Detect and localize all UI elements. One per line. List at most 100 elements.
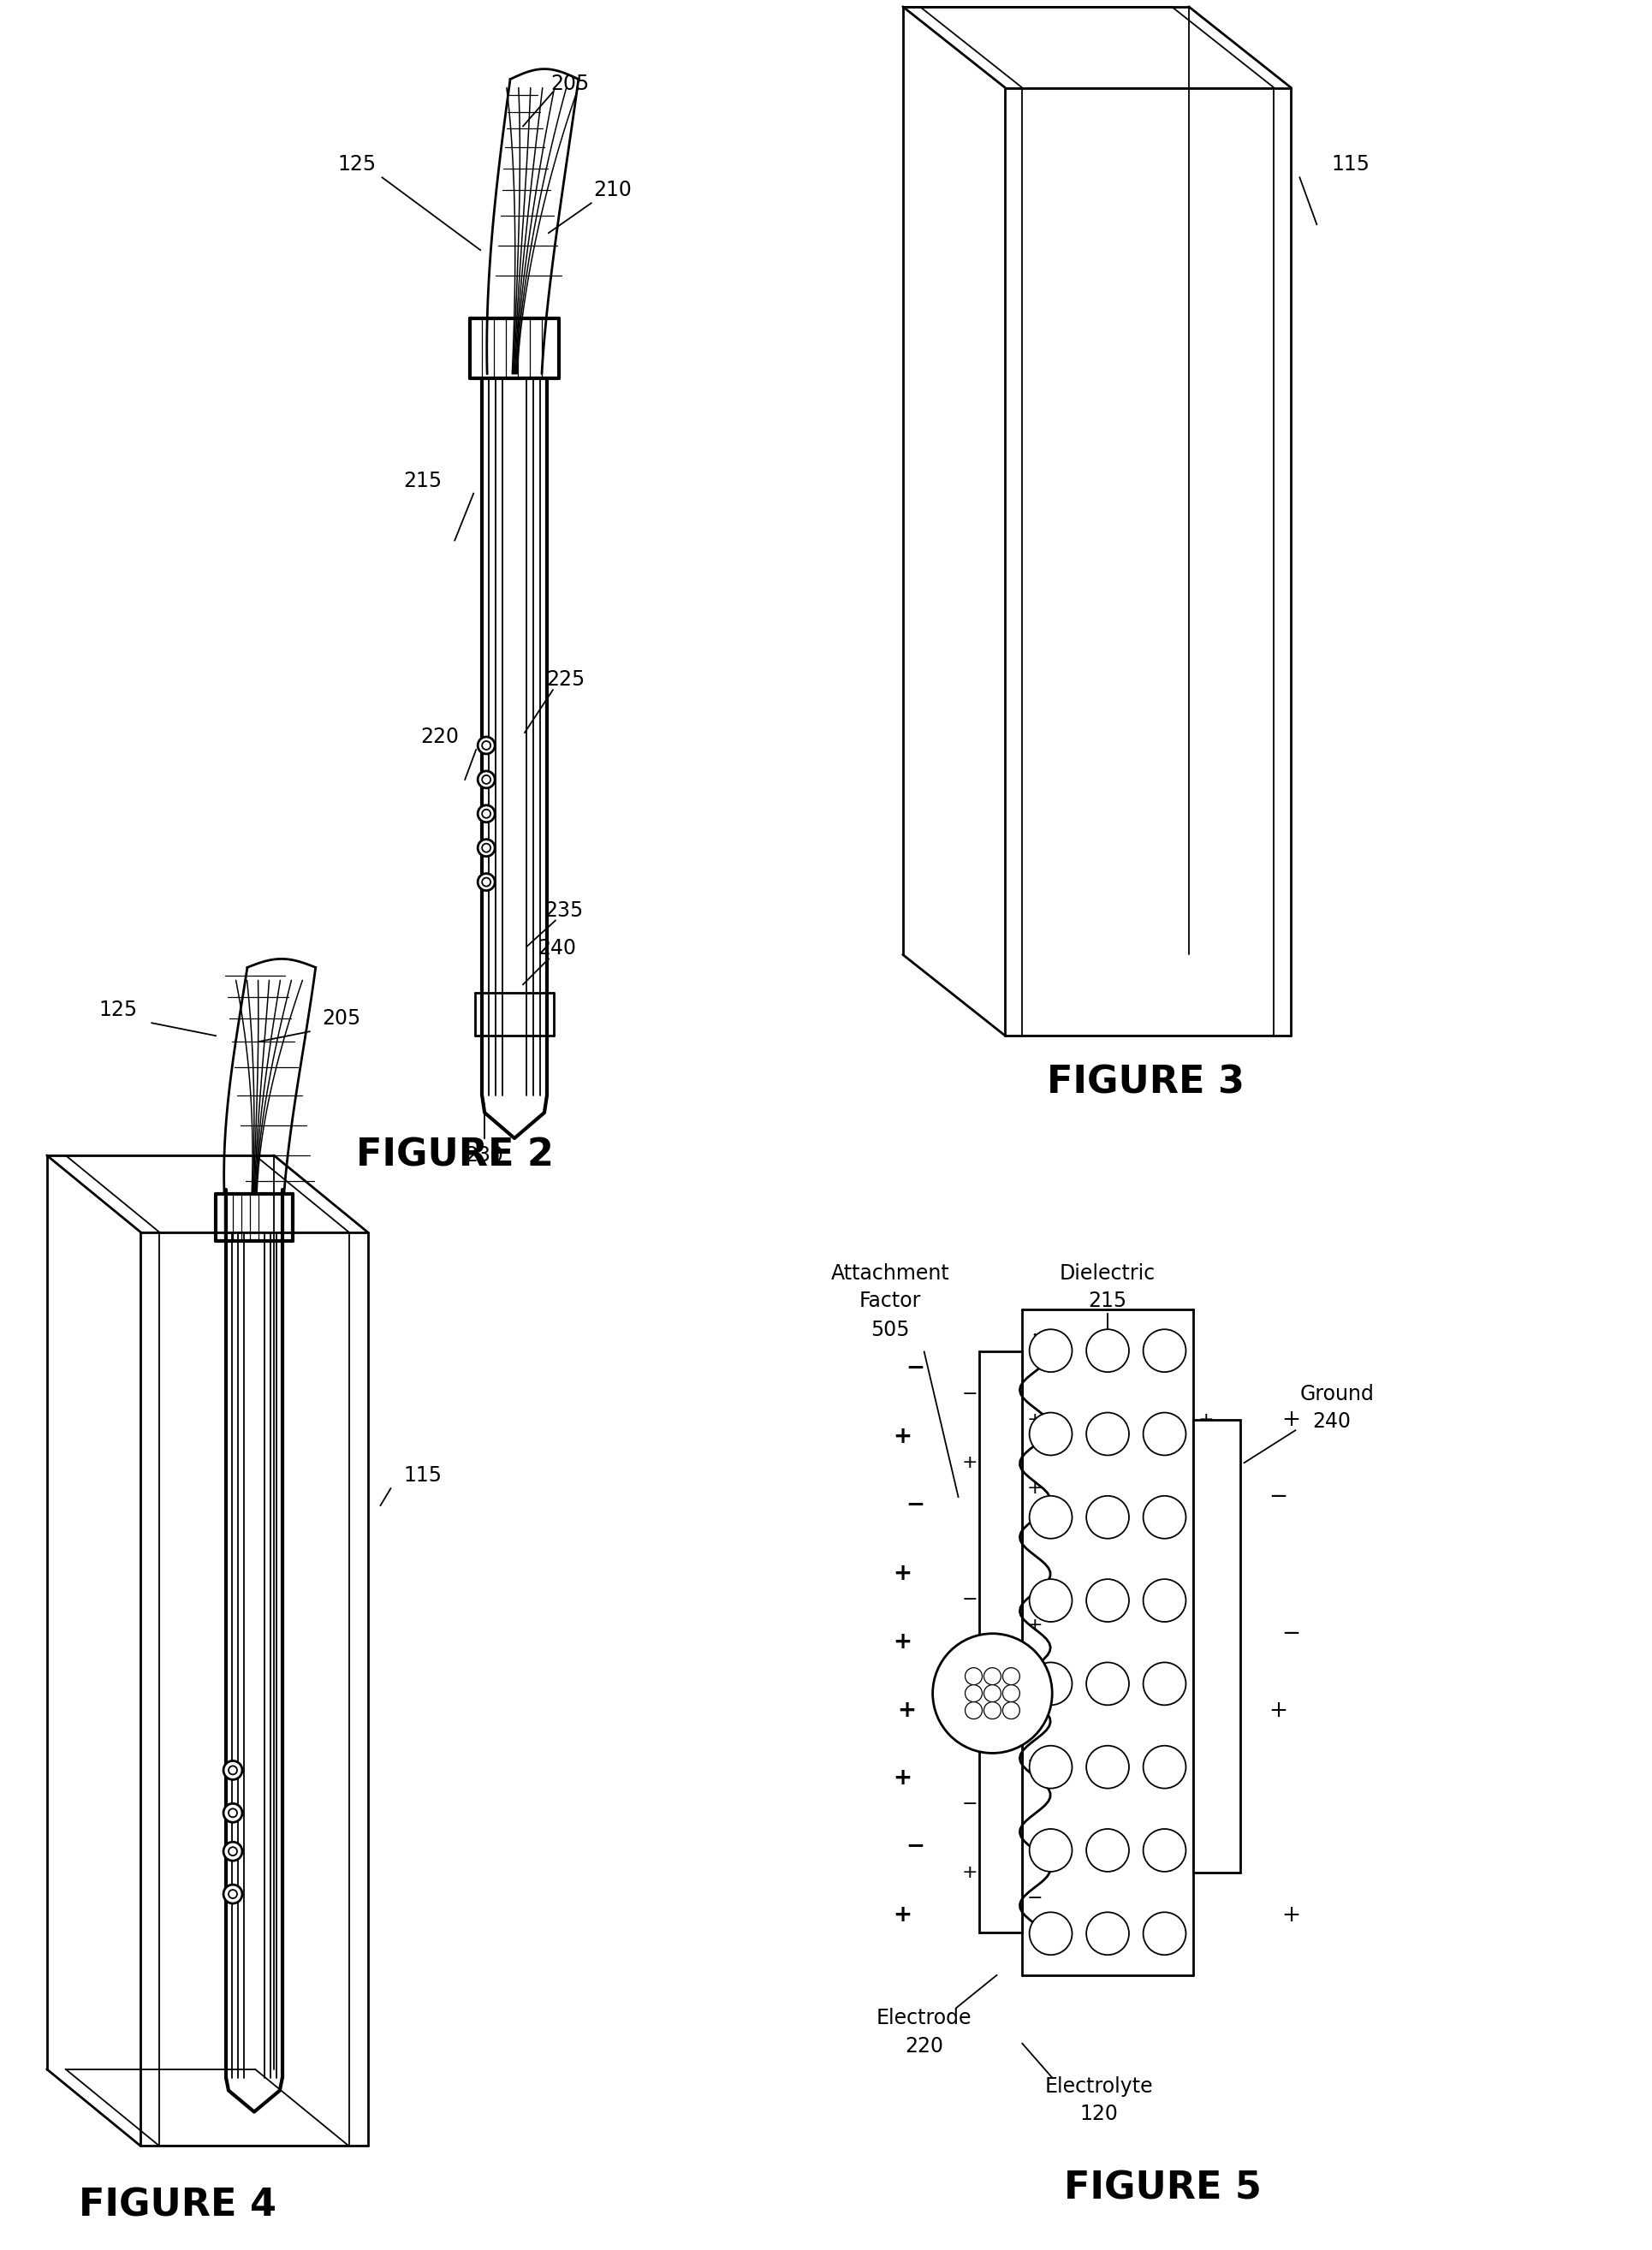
- Text: +: +: [894, 1631, 912, 1654]
- Text: −: −: [1280, 1622, 1300, 1645]
- Text: +: +: [1280, 1408, 1300, 1431]
- Text: 235: 235: [544, 900, 583, 920]
- Circle shape: [1085, 1580, 1128, 1622]
- Circle shape: [228, 1766, 236, 1775]
- Circle shape: [477, 806, 494, 821]
- Circle shape: [1003, 1685, 1019, 1701]
- Text: 220: 220: [420, 727, 459, 747]
- Text: +: +: [1280, 1904, 1300, 1926]
- Text: +: +: [1026, 1480, 1042, 1496]
- Circle shape: [228, 1847, 236, 1856]
- Text: 125: 125: [99, 999, 137, 1022]
- Circle shape: [223, 1762, 243, 1780]
- Circle shape: [223, 1843, 243, 1861]
- Circle shape: [932, 1634, 1052, 1753]
- Text: 125: 125: [337, 155, 375, 175]
- Text: 240: 240: [1312, 1411, 1350, 1431]
- Text: Factor: Factor: [859, 1289, 920, 1312]
- Text: −: −: [1198, 1615, 1213, 1633]
- Text: +: +: [894, 1769, 912, 1791]
- Text: FIGURE 5: FIGURE 5: [1064, 2171, 1260, 2207]
- Circle shape: [228, 1890, 236, 1899]
- Text: FIGURE 4: FIGURE 4: [78, 2187, 276, 2225]
- Text: +: +: [1026, 1685, 1042, 1701]
- Text: 215: 215: [403, 470, 441, 491]
- Circle shape: [1085, 1413, 1128, 1456]
- Text: +: +: [1026, 1615, 1042, 1633]
- Circle shape: [1143, 1746, 1184, 1789]
- Text: +: +: [961, 1658, 976, 1676]
- Text: −: −: [905, 1836, 925, 1858]
- Text: +: +: [1198, 1411, 1213, 1429]
- Circle shape: [223, 1804, 243, 1823]
- Circle shape: [1085, 1829, 1128, 1872]
- Text: −: −: [1269, 1485, 1287, 1508]
- Circle shape: [1029, 1413, 1072, 1456]
- Circle shape: [1029, 1330, 1072, 1372]
- Text: 120: 120: [1079, 2104, 1118, 2124]
- Circle shape: [1143, 1663, 1184, 1706]
- Text: +: +: [1198, 1685, 1213, 1701]
- Text: 210: 210: [593, 180, 631, 200]
- Circle shape: [1029, 1746, 1072, 1789]
- Circle shape: [965, 1701, 981, 1719]
- Text: 205: 205: [550, 74, 590, 94]
- Text: +: +: [894, 1426, 912, 1449]
- Circle shape: [1085, 1663, 1128, 1706]
- Bar: [1193, 1420, 1239, 1872]
- Text: −: −: [905, 1357, 925, 1379]
- Bar: [980, 1352, 1023, 1933]
- Circle shape: [1003, 1701, 1019, 1719]
- Text: −: −: [961, 1386, 976, 1404]
- Text: +: +: [897, 1699, 915, 1721]
- Text: 115: 115: [403, 1465, 441, 1485]
- Circle shape: [1029, 1912, 1072, 1955]
- Text: +: +: [1269, 1699, 1287, 1721]
- Circle shape: [482, 877, 491, 886]
- Circle shape: [477, 772, 494, 788]
- Circle shape: [1029, 1829, 1072, 1872]
- Text: 215: 215: [1087, 1289, 1127, 1312]
- Circle shape: [482, 776, 491, 783]
- Text: 505: 505: [871, 1321, 909, 1341]
- Circle shape: [1085, 1496, 1128, 1539]
- Circle shape: [1029, 1580, 1072, 1622]
- Circle shape: [1029, 1496, 1072, 1539]
- Circle shape: [228, 1809, 236, 1818]
- Text: −: −: [905, 1494, 925, 1516]
- Text: −: −: [961, 1796, 976, 1814]
- Circle shape: [1085, 1912, 1128, 1955]
- Circle shape: [1143, 1580, 1184, 1622]
- Circle shape: [965, 1667, 981, 1685]
- Text: +: +: [894, 1904, 912, 1926]
- Circle shape: [482, 740, 491, 749]
- Circle shape: [477, 873, 494, 891]
- Text: 220: 220: [904, 2036, 943, 2056]
- Text: Attachment: Attachment: [831, 1262, 948, 1282]
- Circle shape: [1143, 1912, 1184, 1955]
- Circle shape: [983, 1667, 1001, 1685]
- Circle shape: [482, 810, 491, 819]
- Text: +: +: [961, 1728, 976, 1744]
- Text: Ground: Ground: [1298, 1384, 1373, 1404]
- Circle shape: [1085, 1746, 1128, 1789]
- Text: −: −: [1198, 1480, 1213, 1496]
- Text: −: −: [1026, 1890, 1042, 1908]
- Text: +: +: [1026, 1411, 1042, 1429]
- Circle shape: [983, 1685, 1001, 1701]
- Circle shape: [482, 844, 491, 853]
- Text: +: +: [961, 1454, 976, 1472]
- Text: +: +: [961, 1865, 976, 1881]
- Text: −: −: [961, 1591, 976, 1609]
- Text: 205: 205: [322, 1008, 362, 1028]
- Circle shape: [477, 839, 494, 857]
- Circle shape: [1143, 1330, 1184, 1372]
- Circle shape: [1003, 1667, 1019, 1685]
- Circle shape: [965, 1685, 981, 1701]
- Text: Dielectric: Dielectric: [1059, 1262, 1155, 1282]
- Circle shape: [1143, 1496, 1184, 1539]
- Text: FIGURE 2: FIGURE 2: [355, 1136, 553, 1174]
- Text: Electrolyte: Electrolyte: [1044, 2077, 1153, 2097]
- Text: 240: 240: [537, 938, 577, 958]
- Circle shape: [477, 736, 494, 754]
